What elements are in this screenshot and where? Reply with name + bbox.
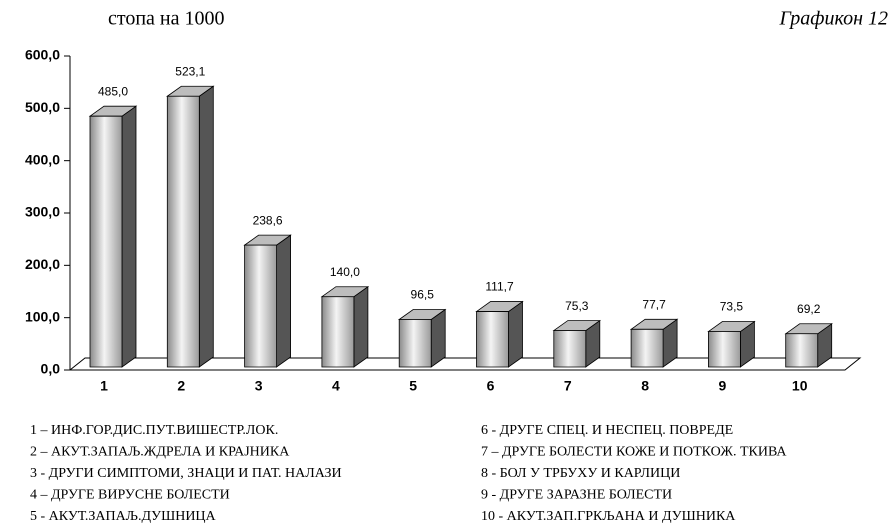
y-tick-label: 0,0 (41, 361, 61, 377)
x-tick-label: 5 (409, 378, 417, 394)
bar (784, 323, 833, 368)
legend-item: 9 - ДРУГЕ ЗАРАЗНЕ БОЛЕСТИ (481, 488, 672, 503)
value-label: 69,2 (797, 302, 821, 316)
legend-item: 2 – АКУТ.ЗАПАЉ.ЖДРЕЛА И КРАЈНИКА (30, 445, 290, 460)
x-tick-label: 4 (332, 378, 340, 394)
bar (552, 319, 602, 368)
y-tick-label: 200,0 (25, 256, 60, 272)
x-tick-label: 7 (564, 378, 572, 394)
value-label: 140,0 (330, 265, 360, 279)
y-tick-label: 400,0 (25, 151, 60, 167)
chart-subtitle: стопа на 1000 (108, 8, 225, 30)
legend-item: 5 - АКУТ.ЗАПАЉ.ДУШНИЦА (30, 509, 217, 524)
legend-item: 7 – ДРУГЕ БОЛЕСТИ КОЖЕ И ПОТКОЖ. ТКИВА (481, 445, 787, 460)
y-tick-label: 100,0 (25, 308, 60, 324)
legend-item: 10 - АКУТ.ЗАП.ГРКЉАНА И ДУШНИКА (481, 509, 736, 524)
x-tick-label: 8 (641, 378, 649, 394)
bar (88, 105, 138, 368)
value-label: 523,1 (175, 64, 205, 78)
value-label: 75,3 (565, 299, 589, 313)
chart-title: Графикон 12 (778, 8, 888, 30)
x-tick-label: 6 (487, 378, 495, 394)
x-tick-label: 9 (719, 378, 727, 394)
value-label: 96,5 (411, 288, 435, 302)
bar (397, 308, 447, 368)
x-tick-label: 10 (792, 378, 808, 394)
value-label: 73,5 (720, 300, 744, 314)
bar (707, 320, 756, 368)
x-tick-label: 3 (255, 378, 263, 394)
y-tick-label: 600,0 (25, 47, 60, 63)
bar (320, 285, 370, 368)
value-label: 238,6 (253, 213, 283, 227)
x-tick-label: 2 (177, 378, 185, 394)
value-label: 111,7 (485, 280, 514, 294)
legend-item: 8 - БОЛ У ТРБУХУ И КАРЛИЦИ (481, 466, 680, 481)
bar (629, 318, 679, 368)
bar (475, 300, 524, 368)
legend-item: 4 – ДРУГЕ ВИРУСНЕ БОЛЕСТИ (30, 488, 230, 503)
y-tick-label: 300,0 (25, 204, 60, 220)
legend-item: 1 – ИНФ.ГОР.ДИС.ПУТ.ВИШЕСТР.ЛОК. (30, 423, 278, 438)
bar (166, 85, 215, 368)
y-tick-label: 500,0 (25, 99, 60, 115)
value-label: 485,0 (98, 84, 128, 98)
bar (243, 234, 292, 368)
legend-item: 3 - ДРУГИ СИМПТОМИ, ЗНАЦИ И ПАТ. НАЛАЗИ (30, 466, 342, 481)
x-tick-label: 1 (100, 378, 108, 394)
legend-item: 6 - ДРУГЕ СПЕЦ. И НЕСПЕЦ. ПОВРЕДЕ (481, 423, 733, 438)
value-label: 77,7 (642, 298, 666, 312)
